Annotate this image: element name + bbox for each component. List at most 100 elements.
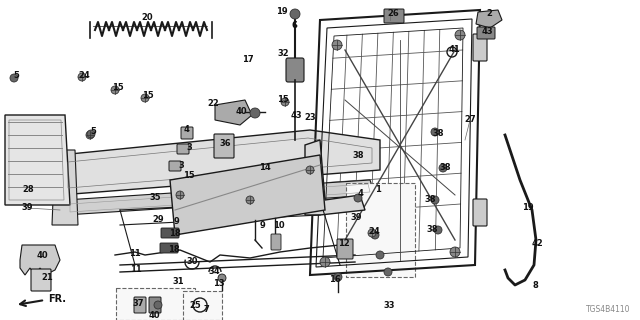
Polygon shape [305,140,365,215]
Text: 27: 27 [464,116,476,124]
Text: 38: 38 [352,150,364,159]
Circle shape [354,194,362,202]
Text: 15: 15 [277,95,289,105]
FancyBboxPatch shape [286,58,304,82]
Text: 24: 24 [78,70,90,79]
Circle shape [439,164,447,172]
Polygon shape [170,155,325,235]
Text: 9: 9 [173,217,179,226]
Polygon shape [60,130,380,195]
Text: 34: 34 [208,267,220,276]
Circle shape [434,226,442,234]
Text: 5: 5 [13,71,19,81]
Text: 33: 33 [383,301,395,310]
Text: 8: 8 [532,282,538,291]
Text: 17: 17 [242,55,254,65]
FancyBboxPatch shape [473,34,487,61]
Text: 30: 30 [186,258,198,267]
Circle shape [431,196,439,204]
FancyBboxPatch shape [181,127,193,139]
Circle shape [111,86,119,94]
FancyBboxPatch shape [134,297,146,313]
FancyBboxPatch shape [346,183,415,277]
Text: 18: 18 [168,244,180,253]
FancyBboxPatch shape [177,144,189,154]
Polygon shape [476,10,502,28]
Text: 15: 15 [183,172,195,180]
Text: 26: 26 [387,10,399,19]
Text: 38: 38 [424,196,436,204]
FancyBboxPatch shape [183,291,222,320]
Text: 29: 29 [152,214,164,223]
FancyBboxPatch shape [477,27,495,39]
Circle shape [154,301,162,309]
Polygon shape [5,115,70,205]
Text: 31: 31 [172,277,184,286]
Text: 38: 38 [426,226,438,235]
Text: 39: 39 [350,213,362,222]
Text: 41: 41 [448,45,460,54]
Circle shape [87,130,95,138]
FancyBboxPatch shape [169,161,181,171]
Circle shape [86,131,94,139]
Polygon shape [52,150,78,225]
Circle shape [250,108,260,118]
Text: 2: 2 [486,10,492,19]
Circle shape [431,128,439,136]
Text: 7: 7 [203,306,209,315]
FancyBboxPatch shape [384,9,404,23]
Text: 16: 16 [329,276,341,284]
Circle shape [332,40,342,50]
FancyBboxPatch shape [116,288,195,320]
Text: 39: 39 [21,204,33,212]
FancyBboxPatch shape [214,134,234,158]
Text: 24: 24 [368,228,380,236]
Text: TGS4B4110: TGS4B4110 [586,305,630,314]
FancyBboxPatch shape [161,228,179,238]
Circle shape [290,9,300,19]
Polygon shape [215,100,252,125]
Circle shape [306,166,314,174]
Text: 32: 32 [277,49,289,58]
Circle shape [281,98,289,106]
Text: 40: 40 [235,108,247,116]
Text: 19: 19 [276,7,288,17]
Text: 35: 35 [149,193,161,202]
Text: 11: 11 [129,249,141,258]
FancyBboxPatch shape [473,199,487,226]
Text: 11: 11 [130,265,142,274]
Text: 36: 36 [219,139,231,148]
Text: 23: 23 [304,114,316,123]
Text: 6: 6 [291,21,297,30]
Text: 10: 10 [273,220,285,229]
Text: 15: 15 [142,92,154,100]
Text: 18: 18 [169,229,181,238]
Text: 40: 40 [36,251,48,260]
Text: 21: 21 [41,274,53,283]
Text: 3: 3 [186,143,192,153]
Text: 28: 28 [22,186,34,195]
Text: 42: 42 [531,238,543,247]
Polygon shape [65,180,375,215]
Text: 43: 43 [481,28,493,36]
FancyBboxPatch shape [149,297,161,313]
Polygon shape [20,245,60,275]
Text: 4: 4 [183,125,189,134]
Text: 43: 43 [290,110,302,119]
Text: 37: 37 [132,299,144,308]
FancyBboxPatch shape [160,243,178,253]
Circle shape [450,247,460,257]
FancyBboxPatch shape [31,269,51,291]
Text: 38: 38 [432,130,444,139]
Text: 12: 12 [338,238,350,247]
Circle shape [320,257,330,267]
Text: 13: 13 [213,279,225,289]
Text: 20: 20 [141,13,153,22]
Circle shape [10,74,18,82]
Circle shape [455,30,465,40]
Circle shape [176,191,184,199]
Text: 22: 22 [207,99,219,108]
Text: 3: 3 [178,161,184,170]
Text: 9: 9 [260,220,266,229]
Circle shape [368,229,376,237]
